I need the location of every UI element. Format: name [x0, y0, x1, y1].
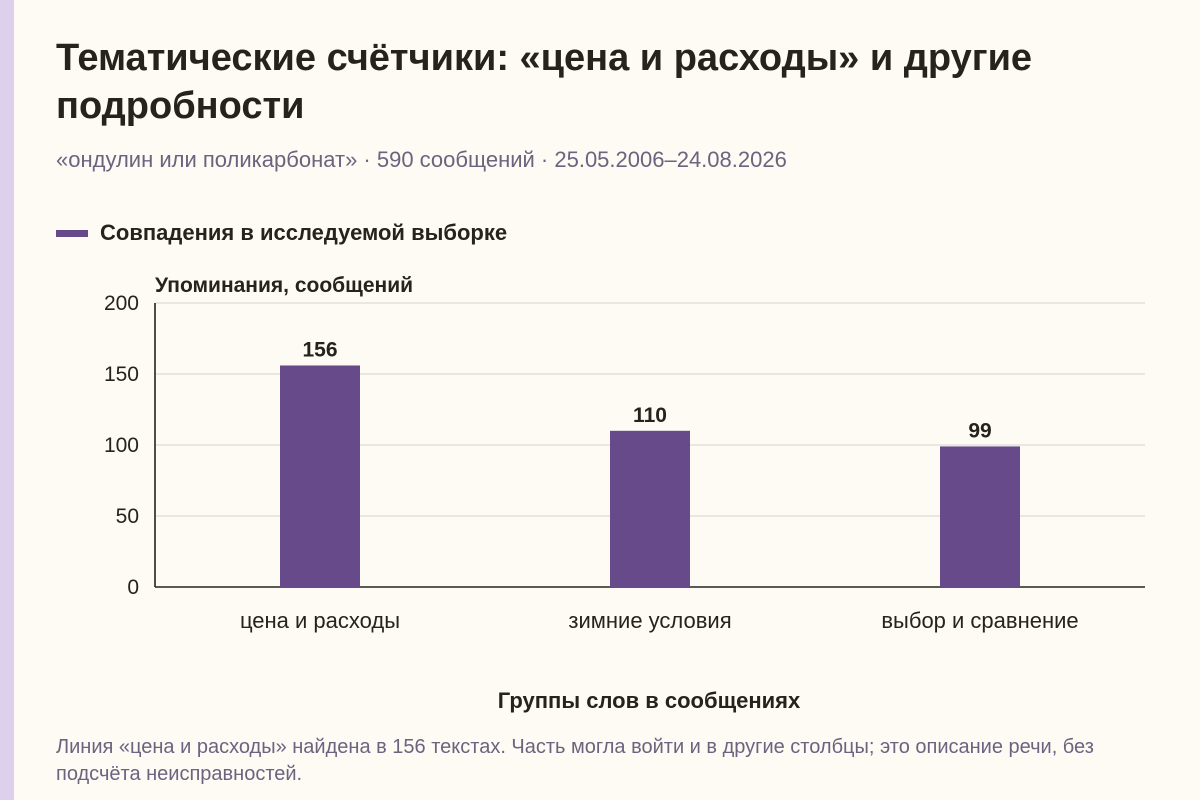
bar-value-label: 156: [302, 338, 337, 361]
x-tick-label: выбор и сравнение: [881, 608, 1078, 633]
x-tick-label: цена и расходы: [240, 608, 400, 633]
y-tick-label: 100: [104, 434, 139, 457]
bar: [940, 446, 1020, 587]
bar-value-label: 99: [968, 419, 991, 442]
y-tick-label: 150: [104, 363, 139, 386]
legend-label: Совпадения в исследуемой выборке: [100, 220, 508, 245]
accent-strip: [0, 0, 14, 800]
x-axis-title: Группы слов в сообщениях: [498, 688, 801, 713]
chart-title: Тематические счётчики: «цена и расходы» …: [56, 37, 1033, 127]
bar: [610, 430, 690, 587]
y-tick-label: 50: [116, 505, 139, 528]
bar: [280, 365, 360, 587]
chart-note: Линия «цена и расходы» найдена в 156 тек…: [56, 736, 1094, 785]
x-tick-label: зимние условия: [568, 608, 731, 633]
bar-layer: [280, 365, 1020, 587]
chart-subtitle: «ондулин или поликарбонат» · 590 сообщен…: [56, 147, 787, 172]
bar-value-label: 110: [633, 404, 667, 427]
legend: Совпадения в исследуемой выборке: [56, 218, 507, 248]
y-tick-label: 200: [104, 292, 139, 315]
bar-chart: 0 50 100 150 200 156 цена и расходы 110 зимние у…: [104, 274, 1145, 713]
y-axis-title: Упоминания, сообщений: [155, 274, 413, 297]
label-layer: 0 50 100 150 200 156 цена и расходы 110 зимние у…: [104, 292, 1079, 633]
y-tick-label: 0: [127, 576, 139, 599]
legend-swatch: [56, 229, 88, 237]
